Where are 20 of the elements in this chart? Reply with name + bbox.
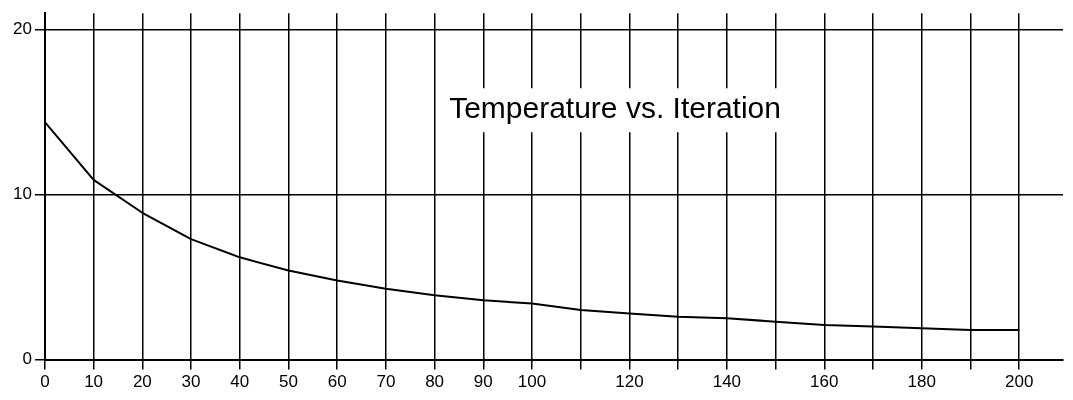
x-tick-label: 80	[425, 372, 445, 392]
x-tick-label: 90	[473, 372, 493, 392]
x-tick-label: 100	[517, 372, 547, 392]
x-tick-label: 0	[40, 372, 50, 392]
x-tick-label: 200	[1004, 372, 1034, 392]
x-tick-label: 160	[810, 372, 839, 392]
x-tick-label: 70	[376, 372, 396, 392]
x-tick-label: 30	[181, 372, 201, 392]
x-tick-label: 120	[615, 372, 644, 392]
x-tick-label: 60	[327, 372, 347, 392]
y-tick-label: 20	[12, 19, 32, 39]
y-tick-label: 10	[12, 184, 32, 204]
text: Temperature vs. Iteration	[449, 91, 781, 125]
x-tick-label: 50	[279, 372, 298, 392]
x-tick-label: 40	[230, 372, 250, 392]
x-tick-label: 20	[132, 372, 152, 392]
x-tick-label: 180	[907, 372, 936, 392]
y-tick-label: 0	[22, 349, 32, 369]
x-tick-label: 10	[84, 372, 104, 392]
x-tick-label: 140	[712, 372, 742, 392]
